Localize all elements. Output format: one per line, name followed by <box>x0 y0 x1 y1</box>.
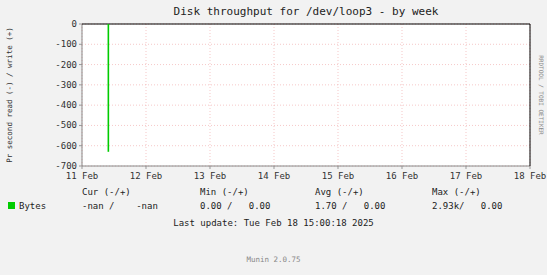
grid-line <box>82 64 530 65</box>
stats-value: 0.00 / 0.00 <box>200 201 270 211</box>
x-tick-label: 16 Feb <box>386 171 419 181</box>
grid-line <box>82 105 530 106</box>
stats-header: Max (-/+) <box>432 187 481 197</box>
grid-line <box>338 24 339 166</box>
y-tick-label: -400 <box>55 100 77 110</box>
grid-line <box>82 44 530 45</box>
title: Disk throughput for /dev/loop3 - by week <box>174 5 439 18</box>
y-tick-label: -600 <box>55 141 77 151</box>
x-tick-label: 18 Feb <box>514 171 547 181</box>
y-tick-label: -300 <box>55 80 77 90</box>
stats-value: 1.70 / 0.00 <box>315 201 385 211</box>
last-update: Last update: Tue Feb 18 15:00:18 2025 <box>173 218 373 228</box>
stats-header: Cur (-/+) <box>82 187 131 197</box>
stats-header: Min (-/+) <box>200 187 249 197</box>
legend-swatch <box>8 202 15 209</box>
data-group <box>108 24 109 152</box>
grid-line <box>274 24 275 166</box>
grid-line <box>82 24 83 166</box>
grid-line <box>82 166 530 167</box>
background <box>0 0 547 275</box>
rrdtool-label: RRDTOOL / TOBI OETIKER <box>538 55 545 135</box>
series-line <box>108 24 110 152</box>
stats-header: Avg (-/+) <box>315 187 364 197</box>
legend-label: Bytes <box>19 201 46 211</box>
grid-line <box>82 125 530 126</box>
y-tick-label: -500 <box>55 120 77 130</box>
y-tick-label: 0 <box>72 19 77 29</box>
x-tick-label: 17 Feb <box>450 171 483 181</box>
y-axis-line <box>82 24 83 166</box>
x-axis-line <box>82 166 530 167</box>
grid-line <box>82 145 530 146</box>
munin-label: Munin 2.0.75 <box>246 255 300 264</box>
grid-line <box>82 84 530 85</box>
grid-line <box>466 24 467 166</box>
grid-line <box>530 24 531 166</box>
chart: Disk throughput for /dev/loop3 - by week… <box>0 0 547 275</box>
x-tick-label: 15 Feb <box>322 171 355 181</box>
grid-line <box>82 24 530 25</box>
stats-value: 2.93k/ 0.00 <box>432 201 502 211</box>
stats-value: -nan / -nan <box>82 201 158 211</box>
grid-line <box>402 24 403 166</box>
y-axis-label: Pr second read (-) / write (+) <box>5 27 14 162</box>
grid-line <box>146 24 147 166</box>
x-tick-label: 13 Feb <box>194 171 227 181</box>
right-border <box>530 24 531 166</box>
grid-line <box>210 24 211 166</box>
x-tick-label: 11 Feb <box>66 171 99 181</box>
zero-line <box>82 24 530 25</box>
x-tick-label: 12 Feb <box>130 171 163 181</box>
plot-area <box>82 24 530 166</box>
y-tick-label: -100 <box>55 39 77 49</box>
y-tick-label: -700 <box>55 161 77 171</box>
x-tick-label: 14 Feb <box>258 171 291 181</box>
y-tick-label: -200 <box>55 60 77 70</box>
